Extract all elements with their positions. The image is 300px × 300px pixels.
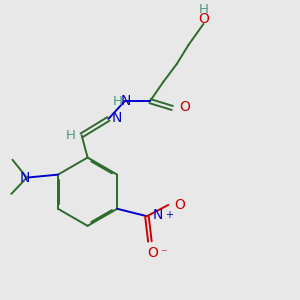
Text: +: + — [166, 210, 173, 220]
Text: O: O — [198, 13, 209, 26]
Text: N: N — [153, 208, 164, 222]
Text: H: H — [112, 95, 122, 108]
Text: ⁻: ⁻ — [160, 247, 167, 260]
Text: O: O — [174, 198, 185, 212]
Text: N: N — [20, 171, 31, 185]
Text: H: H — [199, 3, 208, 16]
Text: O: O — [147, 246, 158, 260]
Text: N: N — [112, 111, 122, 125]
Text: H: H — [65, 129, 75, 142]
Text: O: O — [179, 100, 190, 114]
Text: N: N — [121, 94, 131, 108]
